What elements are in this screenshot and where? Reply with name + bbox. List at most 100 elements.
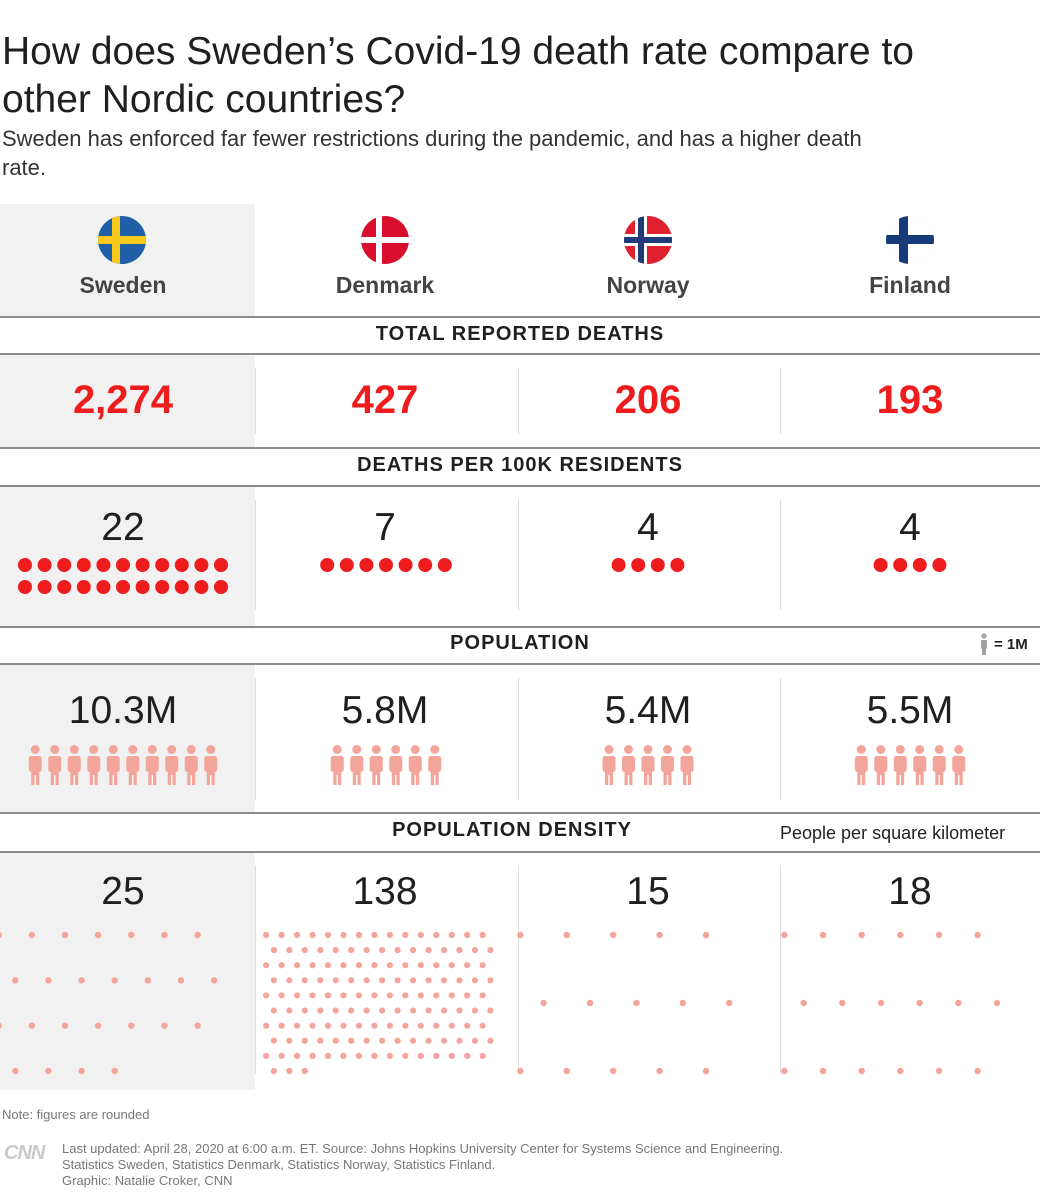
column-divider — [255, 368, 256, 434]
density-dot-denmark — [324, 931, 332, 939]
density-dot-sweden — [94, 1022, 102, 1029]
density-dot-norway — [586, 999, 594, 1007]
person-icon — [893, 745, 907, 785]
density-dot-norway — [656, 1067, 663, 1075]
density-dot-norway — [540, 999, 547, 1007]
country-name-sweden: Sweden — [79, 272, 167, 298]
density-value-norway: 15 — [626, 870, 670, 913]
death-dot-sweden — [194, 580, 209, 594]
density-dot-denmark — [286, 977, 293, 984]
death-dot-sweden — [135, 558, 150, 572]
density-dot-denmark — [263, 962, 270, 969]
density-dot-norway — [702, 1067, 710, 1075]
density-dot-norway — [517, 931, 524, 939]
density-dot-denmark — [417, 1022, 424, 1029]
density-dot-denmark — [324, 1052, 332, 1059]
density-dot-denmark — [456, 947, 463, 954]
density-dot-denmark — [324, 962, 332, 969]
person-icon — [350, 745, 364, 785]
death-dot-sweden — [174, 580, 189, 594]
death-dot-sweden — [37, 580, 52, 594]
density-dot-finland — [974, 1067, 981, 1075]
death-dot-norway — [670, 558, 685, 572]
density-dot-denmark — [293, 992, 301, 999]
density-dot-denmark — [433, 962, 440, 969]
country-name-finland: Finland — [869, 272, 951, 298]
column-divider — [780, 678, 781, 800]
population-value-denmark: 5.8M — [341, 689, 429, 732]
rule — [0, 812, 1040, 814]
density-dot-denmark — [394, 947, 401, 954]
density-dot-denmark — [363, 947, 370, 954]
density-dot-sweden — [12, 977, 19, 984]
person-icon — [913, 745, 927, 785]
density-dot-denmark — [270, 1067, 277, 1075]
density-dot-denmark — [402, 931, 409, 939]
country-name-norway: Norway — [606, 272, 690, 298]
density-dot-denmark — [479, 962, 486, 969]
density-dot-denmark — [371, 931, 378, 939]
denmark-flag-icon — [361, 216, 409, 264]
death-dot-sweden — [214, 558, 228, 572]
death-dot-sweden — [76, 558, 91, 572]
person-icon — [854, 745, 868, 785]
density-dot-sweden — [0, 1022, 2, 1029]
density-dot-denmark — [371, 1052, 378, 1059]
density-value-finland: 18 — [888, 870, 932, 913]
density-dot-finland — [858, 931, 865, 939]
norway-flag-icon — [624, 216, 672, 264]
section-deaths-per-100k: DEATHS PER 100K RESIDENTS — [357, 454, 683, 476]
density-dot-denmark — [417, 1052, 424, 1059]
density-dot-denmark — [402, 1022, 409, 1029]
density-dot-denmark — [317, 947, 324, 954]
density-dot-denmark — [355, 1022, 363, 1029]
density-dot-finland — [897, 931, 904, 939]
density-dot-denmark — [464, 1022, 471, 1029]
per100k-value-norway: 4 — [637, 506, 659, 549]
density-dot-denmark — [386, 992, 393, 999]
finland-flag-icon — [886, 216, 934, 264]
population-value-norway: 5.4M — [604, 689, 692, 732]
column-divider — [518, 500, 519, 610]
density-dot-finland — [935, 1067, 943, 1075]
density-dot-denmark — [479, 992, 486, 999]
person-icon — [641, 745, 655, 785]
density-dot-denmark — [324, 1022, 332, 1029]
density-dot-denmark — [270, 1007, 277, 1014]
density-dot-denmark — [332, 1007, 339, 1014]
density-dot-sweden — [177, 977, 185, 984]
death-dot-denmark — [339, 558, 354, 572]
population-value-sweden: 10.3M — [68, 689, 178, 732]
density-dot-finland — [916, 999, 923, 1007]
density-dot-sweden — [78, 1067, 85, 1075]
density-dot-denmark — [324, 992, 332, 999]
density-dot-denmark — [309, 1022, 316, 1029]
death-dot-sweden — [155, 558, 170, 572]
death-dot-norway — [611, 558, 626, 572]
rule — [0, 626, 1040, 628]
person-icon — [932, 745, 946, 785]
density-dot-denmark — [317, 1037, 324, 1044]
density-dot-denmark — [363, 1037, 370, 1044]
density-dot-denmark — [487, 1037, 494, 1044]
density-dot-denmark — [440, 977, 448, 984]
density-dot-finland — [819, 931, 827, 939]
density-dot-norway — [563, 1067, 570, 1075]
per100k-value-sweden: 22 — [101, 506, 145, 549]
death-dot-finland — [893, 558, 908, 572]
density-dot-denmark — [394, 977, 401, 984]
density-dot-denmark — [371, 962, 378, 969]
death-dot-finland — [912, 558, 927, 572]
death-dot-denmark — [320, 558, 335, 572]
death-dot-finland — [873, 558, 888, 572]
person-icon — [874, 745, 888, 785]
density-dot-denmark — [363, 1007, 370, 1014]
chart-subtitle: Sweden has enforced far fewer restrictio… — [2, 126, 862, 180]
column-divider — [780, 500, 781, 610]
density-dot-sweden — [45, 1067, 52, 1075]
person-icon — [67, 745, 81, 785]
person-icon — [369, 745, 383, 785]
density-dot-denmark — [309, 931, 316, 939]
density-dot-denmark — [293, 962, 301, 969]
density-dot-denmark — [278, 931, 285, 939]
